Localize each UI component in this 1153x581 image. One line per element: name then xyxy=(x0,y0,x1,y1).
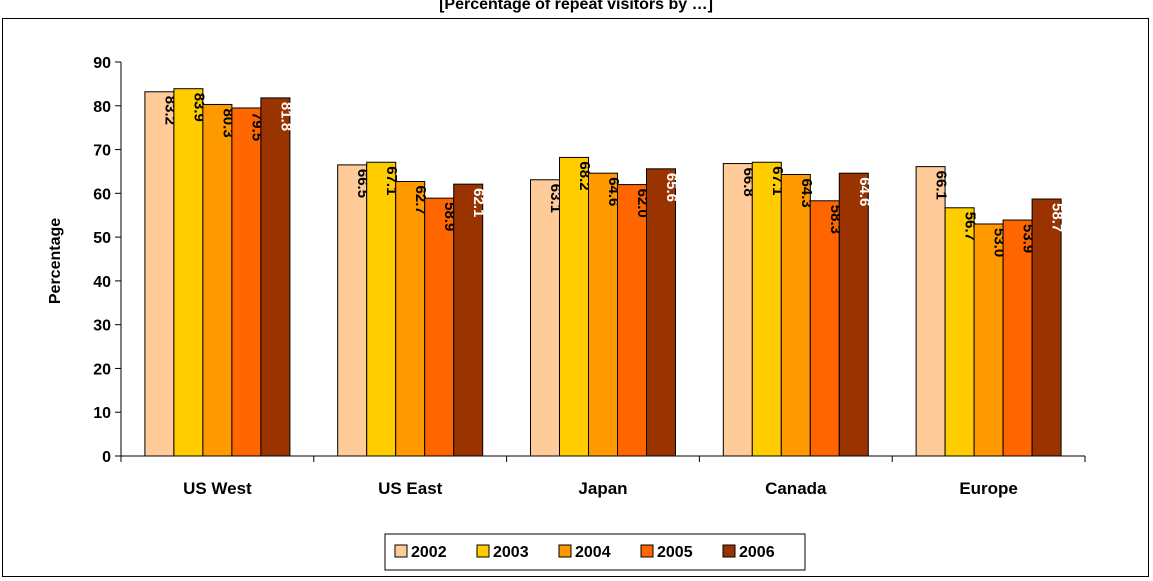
data-label-japan-2006: 65.6 xyxy=(663,173,680,202)
bar-canada-2006 xyxy=(839,173,868,456)
category-label-0: US West xyxy=(183,479,252,498)
category-label-4: Europe xyxy=(959,479,1018,498)
legend-label-2003: 2003 xyxy=(493,544,529,561)
bar-japan-2003 xyxy=(560,157,589,456)
data-label-europe-2002: 66.1 xyxy=(933,171,950,200)
data-label-us-west-2006: 81.8 xyxy=(277,102,294,131)
y-axis-label: Percentage xyxy=(47,218,64,304)
bar-us-west-2004 xyxy=(203,104,232,456)
legend-swatch-2002 xyxy=(395,545,407,557)
y-tick-label-6: 60 xyxy=(93,186,111,203)
legend-swatch-2003 xyxy=(477,545,489,557)
bar-japan-2004 xyxy=(589,173,618,456)
y-tick-label-1: 10 xyxy=(93,405,111,422)
y-tick-label-8: 80 xyxy=(93,99,111,116)
bar-us-west-2003 xyxy=(174,89,203,456)
legend-label-2004: 2004 xyxy=(575,544,611,561)
bar-japan-2005 xyxy=(618,185,647,456)
legend-swatch-2004 xyxy=(559,545,571,557)
data-label-us-east-2006: 62.1 xyxy=(470,188,487,217)
legend-label-2002: 2002 xyxy=(411,544,447,561)
y-tick-label-3: 30 xyxy=(93,318,111,335)
y-tick-label-2: 20 xyxy=(93,361,111,378)
legend-swatch-2006 xyxy=(723,545,735,557)
bar-canada-2005 xyxy=(810,201,839,456)
legend-label-2005: 2005 xyxy=(657,544,693,561)
bar-us-west-2006 xyxy=(261,98,290,456)
legend-label-2006: 2006 xyxy=(739,544,775,561)
bar-europe-2004 xyxy=(974,224,1003,456)
category-label-1: US East xyxy=(378,479,443,498)
bar-japan-2002 xyxy=(531,180,560,456)
legend-swatch-2005 xyxy=(641,545,653,557)
bar-us-east-2002 xyxy=(338,165,367,456)
data-label-europe-2006: 58.7 xyxy=(1049,203,1066,232)
y-tick-label-7: 70 xyxy=(93,143,111,160)
bar-us-west-2005 xyxy=(232,108,261,456)
y-tick-label-5: 50 xyxy=(93,230,111,247)
y-tick-label-4: 40 xyxy=(93,274,111,291)
bar-europe-2006 xyxy=(1032,199,1061,456)
bar-canada-2004 xyxy=(781,175,810,456)
bar-europe-2002 xyxy=(916,167,945,456)
y-tick-label-9: 90 xyxy=(93,55,111,72)
bar-us-east-2006 xyxy=(454,184,483,456)
data-label-canada-2006: 64.6 xyxy=(856,177,873,206)
bar-europe-2003 xyxy=(945,208,974,456)
bar-us-east-2005 xyxy=(425,198,454,456)
bar-canada-2002 xyxy=(723,164,752,456)
category-label-2: Japan xyxy=(578,479,627,498)
legend: 2002 2003 2004 2005 2006 xyxy=(385,534,805,570)
bar-us-west-2002 xyxy=(145,92,174,456)
y-tick-label-0: 0 xyxy=(102,449,111,466)
category-label-3: Canada xyxy=(765,479,827,498)
bar-us-east-2003 xyxy=(367,162,396,456)
bar-japan-2006 xyxy=(647,169,676,456)
chart-title: [Percentage of repeat visitors by …] xyxy=(439,0,713,13)
bar-us-east-2004 xyxy=(396,182,425,456)
bar-europe-2005 xyxy=(1003,220,1032,456)
bar-canada-2003 xyxy=(752,162,781,456)
